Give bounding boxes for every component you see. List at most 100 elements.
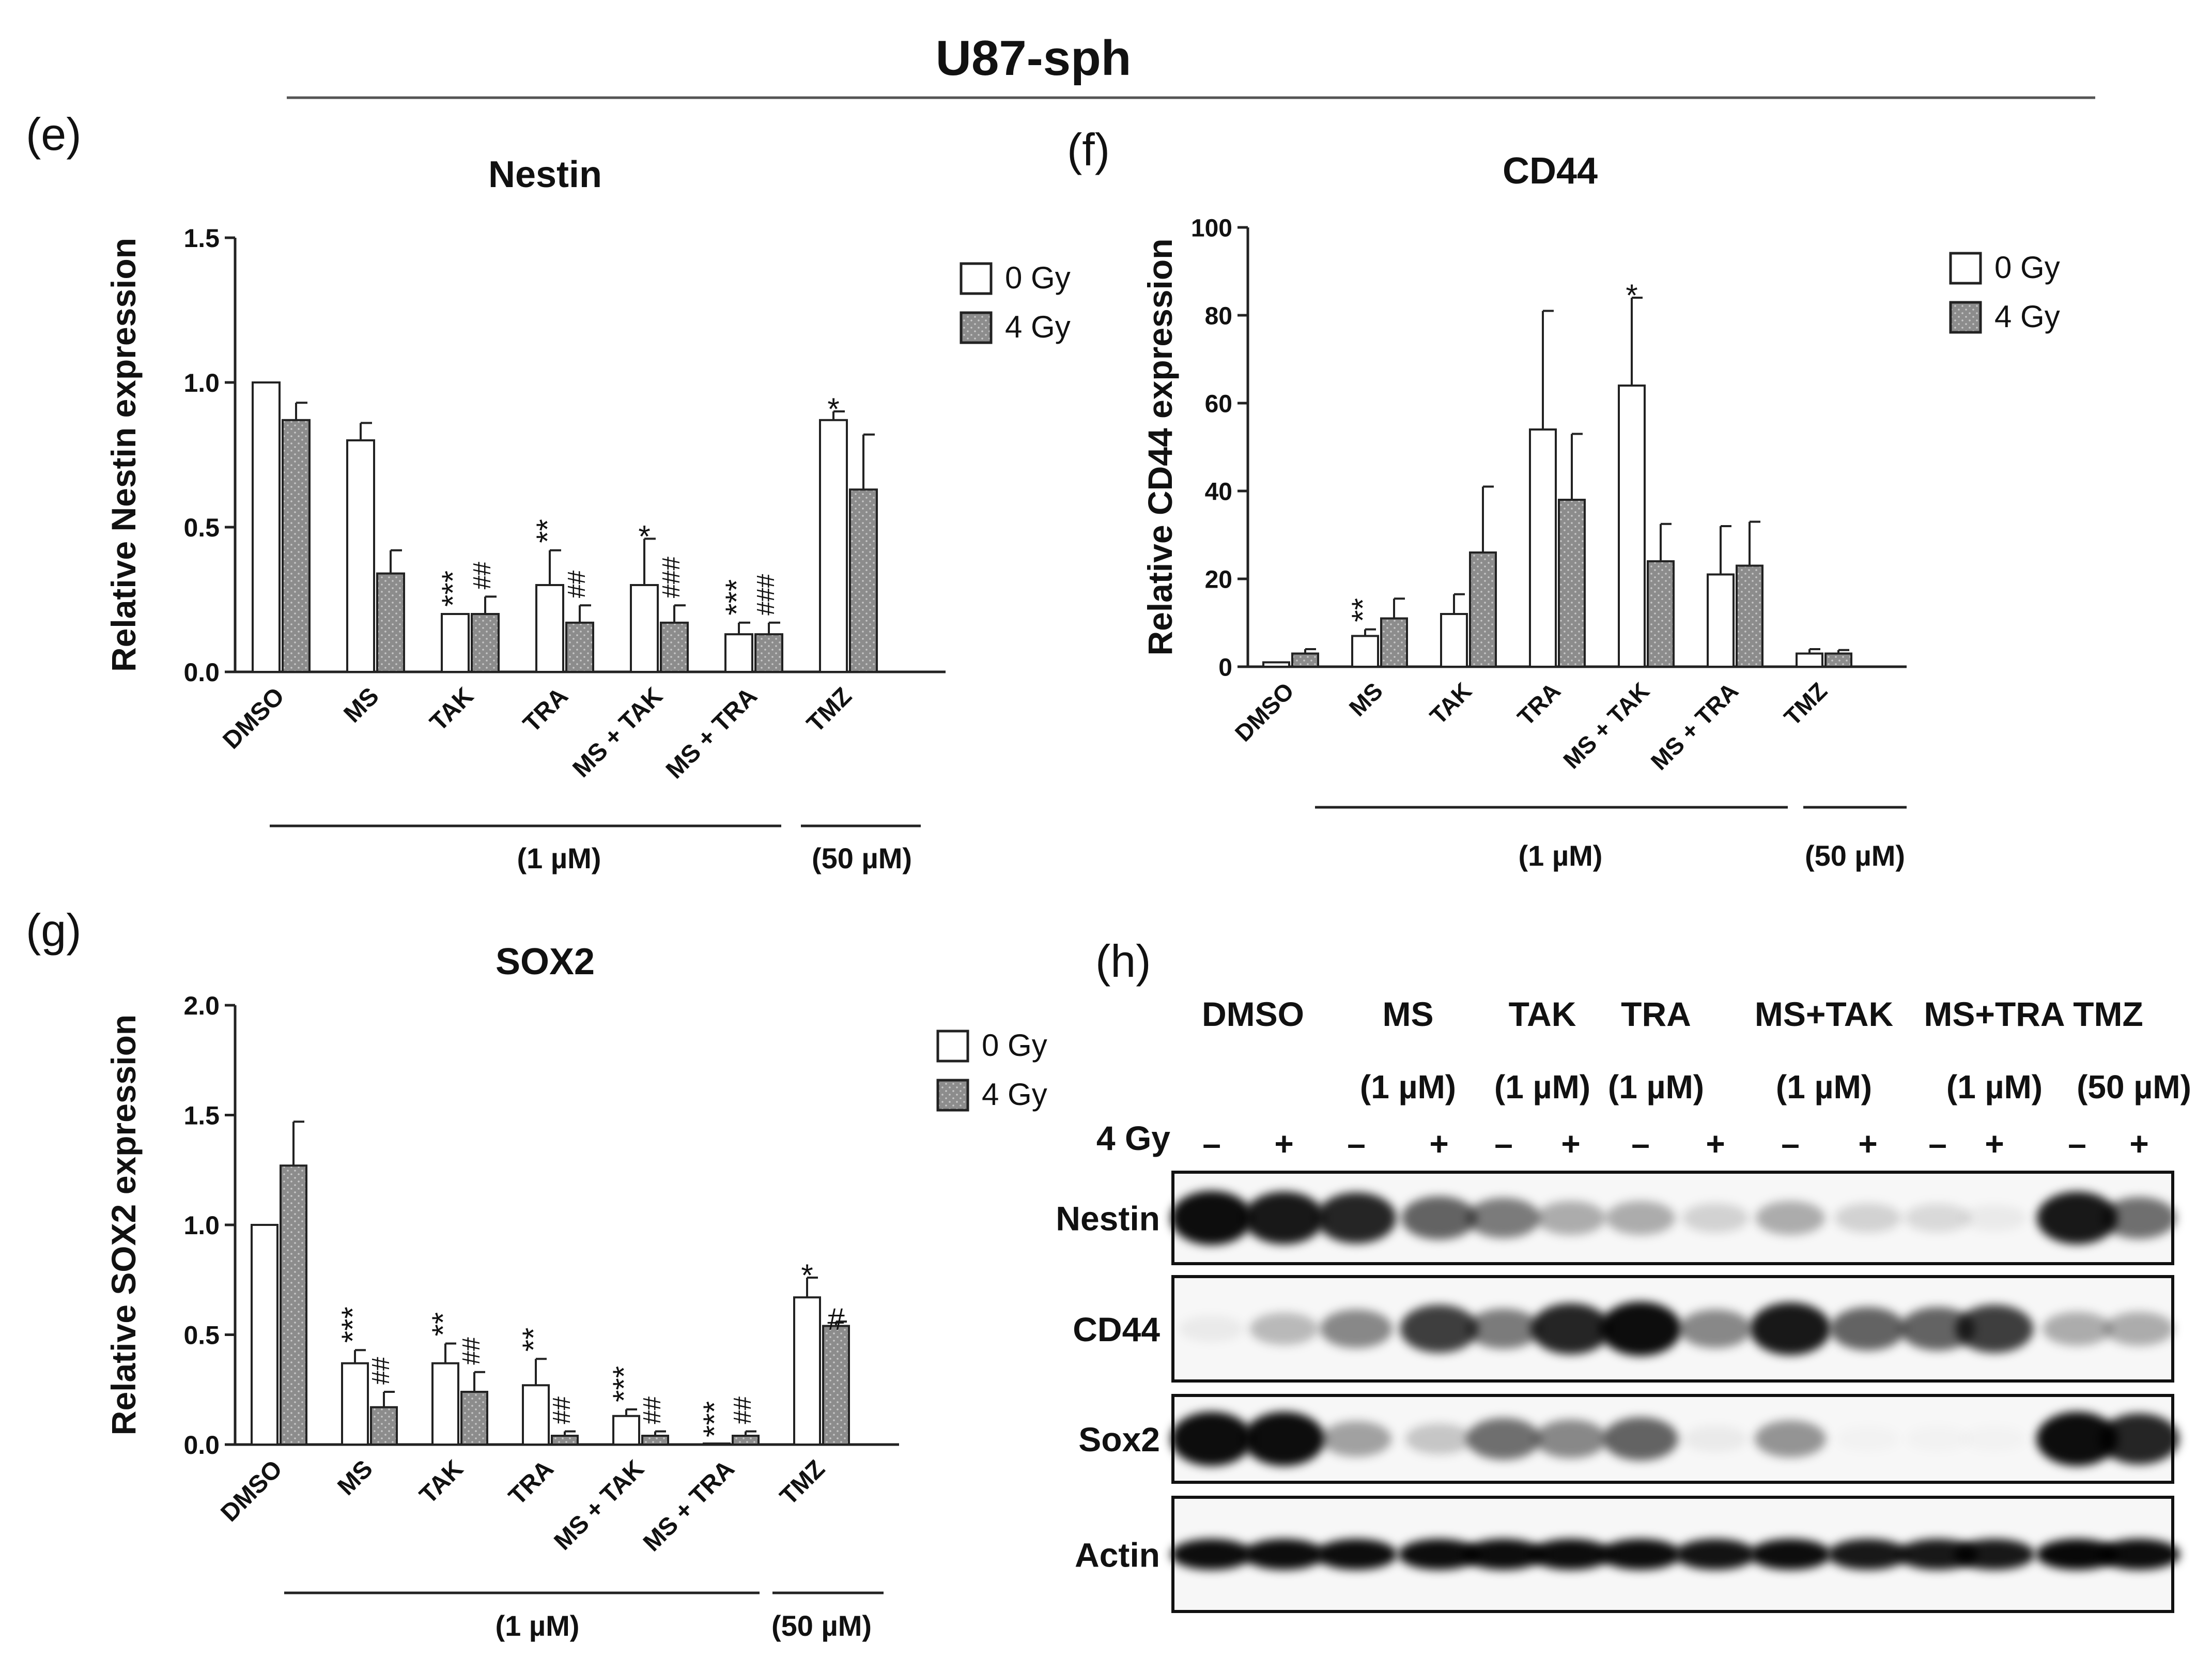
- bar-0-gy-tak: [1440, 613, 1468, 668]
- bar-4-gy-ms: [1380, 617, 1408, 668]
- chart-title: SOX2: [496, 941, 595, 982]
- bar-0-gy-ms-tak: [612, 1415, 640, 1446]
- bar-4-gy-tra: [1558, 499, 1586, 668]
- band-nestin-lane-11: [1904, 1203, 1971, 1233]
- band-nestin-lane-4: [1401, 1196, 1477, 1240]
- legend-label-0-gy: 0 Gy: [1994, 250, 2060, 285]
- bar-0-gy-tra: [522, 1384, 550, 1446]
- blot-row-cd44: CD44: [1073, 1275, 2174, 1383]
- y-tick-label: 1.0: [183, 1211, 220, 1240]
- band-actin-lane-10: [1827, 1539, 1909, 1570]
- band-nestin-lane-5: [1467, 1198, 1540, 1238]
- y-tick-label: 2.0: [183, 991, 220, 1020]
- category-label-ms-tak: MS + TAK: [549, 1455, 649, 1556]
- y-tick-label: 0.5: [183, 1321, 220, 1350]
- bar-0-gy-ms: [1351, 635, 1379, 668]
- y-tick-label: 80: [1205, 302, 1232, 330]
- treatment-label-tra: TRA: [1621, 995, 1691, 1033]
- bar-4-gy-tra: [565, 621, 594, 673]
- band-sox2-lane-12: [1962, 1426, 2027, 1451]
- band-cd44-lane-7: [1599, 1301, 1682, 1356]
- gy-sign: –: [2068, 1125, 2086, 1162]
- bar-4-gy-ms-tra: [732, 1435, 760, 1446]
- band-sox2-lane-5: [1466, 1418, 1541, 1460]
- gy-sign: –: [1202, 1125, 1221, 1162]
- nestin-chart: Nestin Relative Nestin expression 0.0 0.5 1.…: [104, 154, 1071, 874]
- band-sox2-lane-13: [2036, 1411, 2118, 1466]
- y-tick-label: 100: [1191, 214, 1232, 242]
- gy-sign: +: [2129, 1125, 2148, 1162]
- band-actin-lane-7: [1599, 1539, 1682, 1570]
- treatment-label-tmz: TMZ: [2073, 995, 2143, 1033]
- band-sox2-lane-3: [1321, 1421, 1392, 1457]
- significance-mark: ##: [548, 1396, 576, 1424]
- significance-mark: ##: [367, 1357, 395, 1385]
- band-label-cd44: CD44: [1073, 1310, 1160, 1348]
- blot-row-nestin: Nestin: [1056, 1171, 2176, 1265]
- bar-0-gy-dmso: [1262, 661, 1290, 668]
- band-label-actin: Actin: [1075, 1536, 1160, 1574]
- bar-0-gy-ms: [341, 1362, 369, 1446]
- band-nestin-lane-9: [1755, 1201, 1826, 1235]
- significance-mark: ##: [469, 562, 496, 590]
- gy-sign: –: [1781, 1125, 1800, 1162]
- bar-4-gy-dmso: [282, 419, 311, 673]
- dose-label: (1 µM): [1519, 839, 1603, 872]
- category-label-dmso: DMSO: [218, 682, 289, 754]
- bar-4-gy-tmz: [822, 1325, 850, 1446]
- y-tick-label: 0: [1218, 654, 1232, 681]
- cd44-chart: CD44 Relative CD44 expression 0 20 40 60 80 100…: [1141, 150, 2060, 872]
- band-actin-lane-13: [2036, 1539, 2118, 1570]
- band-nestin-lane-6: [1536, 1201, 1606, 1235]
- significance-mark: ***: [335, 1307, 370, 1343]
- band-cd44-lane-5: [1467, 1309, 1540, 1349]
- band-actin-lane-12: [1954, 1539, 2035, 1570]
- dose-label-ms-tak: (1 µM): [1776, 1068, 1872, 1106]
- legend-label-4-gy: 4 Gy: [1994, 299, 2060, 334]
- significance-mark: *: [638, 519, 650, 554]
- legend-swatch-0-gy: [960, 262, 993, 295]
- bar-4-gy-ms-tak: [641, 1435, 669, 1446]
- y-tick-label: 0.0: [183, 658, 220, 687]
- band-sox2-lane-4: [1405, 1423, 1473, 1454]
- y-tick-label: 40: [1205, 478, 1232, 505]
- band-nestin-lane-10: [1834, 1203, 1901, 1233]
- category-label-tak: TAK: [414, 1455, 469, 1509]
- y-axis-label: Relative Nestin expression: [104, 238, 143, 672]
- treatment-label-ms: MS: [1383, 995, 1434, 1033]
- category-label-dmso: DMSO: [1230, 677, 1299, 746]
- bar-0-gy-tak: [431, 1362, 459, 1446]
- band-actin-lane-11: [1897, 1539, 1978, 1570]
- category-label-dmso: DMSO: [215, 1455, 287, 1527]
- category-label-tmz: TMZ: [802, 682, 857, 738]
- bar-0-gy-ms-tak: [1618, 385, 1646, 668]
- band-cd44-lane-14: [2104, 1312, 2174, 1346]
- significance-mark: **: [516, 1328, 551, 1352]
- band-actin-lane-1: [1170, 1539, 1253, 1570]
- bar-0-gy-tmz: [819, 419, 848, 673]
- category-label-ms: MS: [1344, 677, 1388, 721]
- band-cd44-lane-8: [1679, 1309, 1752, 1348]
- significance-mark: ##: [458, 1337, 485, 1365]
- bar-0-gy-ms-tra: [1707, 573, 1735, 668]
- dose-label-tmz: (50 µM): [2077, 1068, 2191, 1106]
- band-actin-lane-9: [1749, 1539, 1832, 1570]
- legend-swatch-0-gy: [936, 1030, 969, 1063]
- legend-label-0-gy: 0 Gy: [1005, 260, 1071, 295]
- bar-0-gy-dmso: [251, 1224, 279, 1446]
- bar-4-gy-dmso: [280, 1164, 307, 1446]
- band-actin-lane-2: [1243, 1539, 1325, 1570]
- category-label-tra: TRA: [518, 682, 574, 738]
- sox2-chart: SOX2 Relative SOX2 expression 0.0 0.5 1.0 1.5…: [104, 941, 1047, 1642]
- legend-label-4-gy: 4 Gy: [1005, 310, 1071, 344]
- chart-title: CD44: [1503, 150, 1598, 192]
- gy-sign: –: [1347, 1125, 1366, 1162]
- panel-label-f: (f): [1067, 124, 1110, 175]
- band-actin-lane-6: [1529, 1539, 1612, 1570]
- band-nestin-lane-8: [1682, 1203, 1749, 1233]
- significance-mark: ***: [697, 1401, 732, 1437]
- band-nestin-lane-3: [1316, 1192, 1397, 1244]
- band-sox2-lane-2: [1243, 1411, 1325, 1466]
- band-sox2-lane-6: [1534, 1419, 1607, 1459]
